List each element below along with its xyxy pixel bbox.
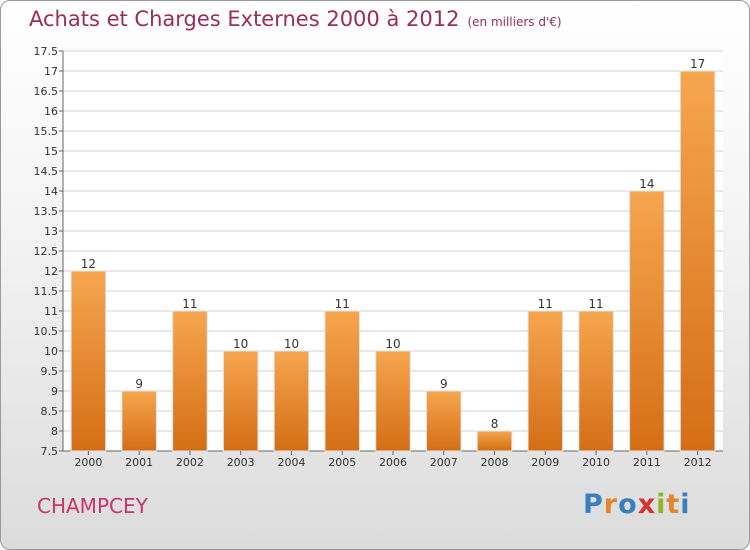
bar-2003 — [222, 350, 259, 452]
data-label: 9 — [440, 377, 448, 391]
y-tick-label: 12.5 — [34, 245, 59, 258]
data-label: 14 — [639, 177, 654, 191]
x-tick-label: 2000 — [74, 456, 102, 469]
place-name: CHAMPCEY — [37, 494, 148, 518]
bar-2011 — [629, 190, 665, 452]
data-label: 12 — [81, 257, 96, 271]
y-tick-label: 16 — [44, 105, 58, 118]
y-tick-label: 8 — [51, 425, 58, 438]
bar-2002 — [172, 310, 208, 452]
y-tick-label: 14.5 — [34, 165, 59, 178]
bar-2004 — [273, 350, 310, 452]
x-tick-label: 2003 — [227, 456, 255, 469]
logo-letter: i — [680, 489, 691, 520]
bar-2010 — [578, 310, 614, 452]
bar-2012 — [679, 70, 716, 452]
logo-letter: x — [637, 489, 657, 520]
y-tick-label: 9.5 — [41, 365, 59, 378]
data-label: 11 — [182, 297, 197, 311]
x-tick-label: 2001 — [125, 456, 153, 469]
logo-letter: t — [666, 489, 681, 520]
x-tick-label: 2011 — [633, 456, 661, 469]
y-tick-label: 11 — [44, 305, 58, 318]
data-label: 17 — [690, 57, 705, 71]
bar-2008 — [476, 430, 513, 452]
y-tick-label: 11.5 — [34, 285, 59, 298]
data-label: 10 — [284, 337, 299, 351]
x-tick-label: 2010 — [582, 456, 610, 469]
x-tick-label: 2002 — [176, 456, 204, 469]
y-tick-label: 14 — [44, 185, 58, 198]
data-label: 11 — [335, 297, 350, 311]
y-tick-label: 7.5 — [41, 445, 59, 458]
y-tick-label: 16.5 — [34, 85, 59, 98]
unit-label: (en milliers d'€) — [467, 15, 562, 29]
logo-letter: i — [656, 489, 667, 520]
bar-2009 — [527, 310, 564, 452]
title-text: Achats et Charges Externes 2000 à 2012 — [29, 7, 460, 31]
bar-2006 — [375, 350, 411, 452]
y-tick-label: 15 — [44, 145, 58, 158]
x-tick-label: 2008 — [481, 456, 509, 469]
bar-2005 — [324, 310, 360, 452]
y-tick-label: 10.5 — [34, 325, 59, 338]
x-tick-label: 2004 — [277, 456, 305, 469]
x-tick-label: 2009 — [531, 456, 559, 469]
x-tick-label: 2005 — [328, 456, 356, 469]
x-tick-label: 2006 — [379, 456, 407, 469]
data-label: 10 — [233, 337, 248, 351]
logo-letter: r — [603, 489, 619, 520]
x-tick-label: 2007 — [430, 456, 458, 469]
proxiti-logo: Proxiti — [583, 489, 691, 520]
y-tick-label: 8.5 — [41, 405, 59, 418]
y-tick-label: 13 — [44, 225, 58, 238]
y-tick-label: 13.5 — [34, 205, 59, 218]
y-tick-label: 10 — [44, 345, 58, 358]
logo-letter: P — [583, 489, 604, 520]
data-label: 10 — [385, 337, 400, 351]
data-label: 11 — [538, 297, 553, 311]
logo-letter: o — [618, 489, 638, 520]
data-label: 8 — [491, 417, 499, 431]
bar-2007 — [426, 390, 462, 452]
chart-title: Achats et Charges Externes 2000 à 2012 (e… — [29, 7, 562, 31]
x-tick-label: 2012 — [684, 456, 712, 469]
bar-2001 — [121, 390, 157, 452]
y-tick-label: 9 — [51, 385, 58, 398]
data-label: 9 — [135, 377, 143, 391]
y-tick-label: 15.5 — [34, 125, 59, 138]
y-tick-label: 17 — [44, 65, 58, 78]
data-label: 11 — [588, 297, 603, 311]
y-tick-label: 12 — [44, 265, 58, 278]
bar-2000 — [70, 270, 107, 452]
y-tick-label: 17.5 — [34, 45, 59, 58]
